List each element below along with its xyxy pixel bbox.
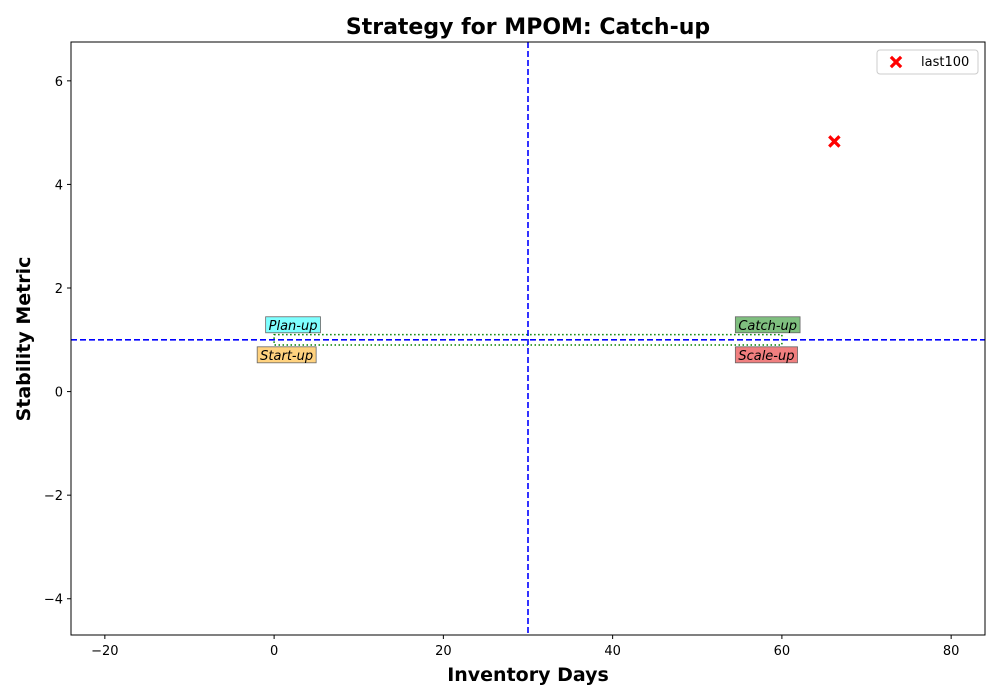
x-axis: −20 0 20 40 60 80: [91, 635, 959, 659]
y-tick-label: 6: [55, 75, 63, 90]
legend-marker: [889, 55, 903, 69]
plot-frame: [70, 41, 986, 636]
plot-area: Plan-up Start-up Catch-up Scale-up: [70, 41, 986, 636]
quadrant-label: Plan-up: [265, 316, 321, 334]
quadrant-label-text: Start-up: [260, 349, 313, 364]
quadrant-label: Start-up: [256, 346, 317, 364]
x-tick-label: 40: [604, 644, 621, 659]
y-tick-label: 0: [55, 386, 63, 401]
y-axis: −4 −2 0 2 4 6: [44, 75, 71, 608]
x-tick-label: 60: [774, 644, 791, 659]
y-tick-label: 2: [55, 282, 63, 297]
y-axis-label: Stability Metric: [13, 257, 35, 422]
quadrant-label: Catch-up: [734, 316, 801, 334]
data-point: [828, 135, 841, 148]
chart-title: Strategy for MPOM: Catch-up: [346, 15, 710, 40]
quadrant-label-text: Plan-up: [269, 319, 318, 334]
quadrant-label-text: Catch-up: [738, 319, 797, 334]
quadrant-label-box: [734, 346, 798, 364]
y-tick-label: 4: [55, 178, 63, 193]
legend-box: [876, 49, 979, 75]
quadrant-label-box: [265, 316, 321, 334]
x-tick-label: 0: [270, 644, 278, 659]
x-tick-label: −20: [91, 644, 118, 659]
y-tick-label: −2: [44, 489, 63, 504]
legend: last100: [876, 49, 979, 75]
quadrant-label-text: Scale-up: [738, 349, 794, 364]
x-tick-label: 80: [943, 644, 960, 659]
legend-entry-label: last100: [921, 55, 969, 70]
quadrant-label-box: [734, 316, 801, 334]
x-axis-label: Inventory Days: [447, 664, 609, 686]
x-tick-label: 20: [435, 644, 452, 659]
quadrant-label: Scale-up: [734, 346, 798, 364]
y-tick-label: −4: [44, 593, 63, 608]
quadrant-label-box: [256, 346, 317, 364]
